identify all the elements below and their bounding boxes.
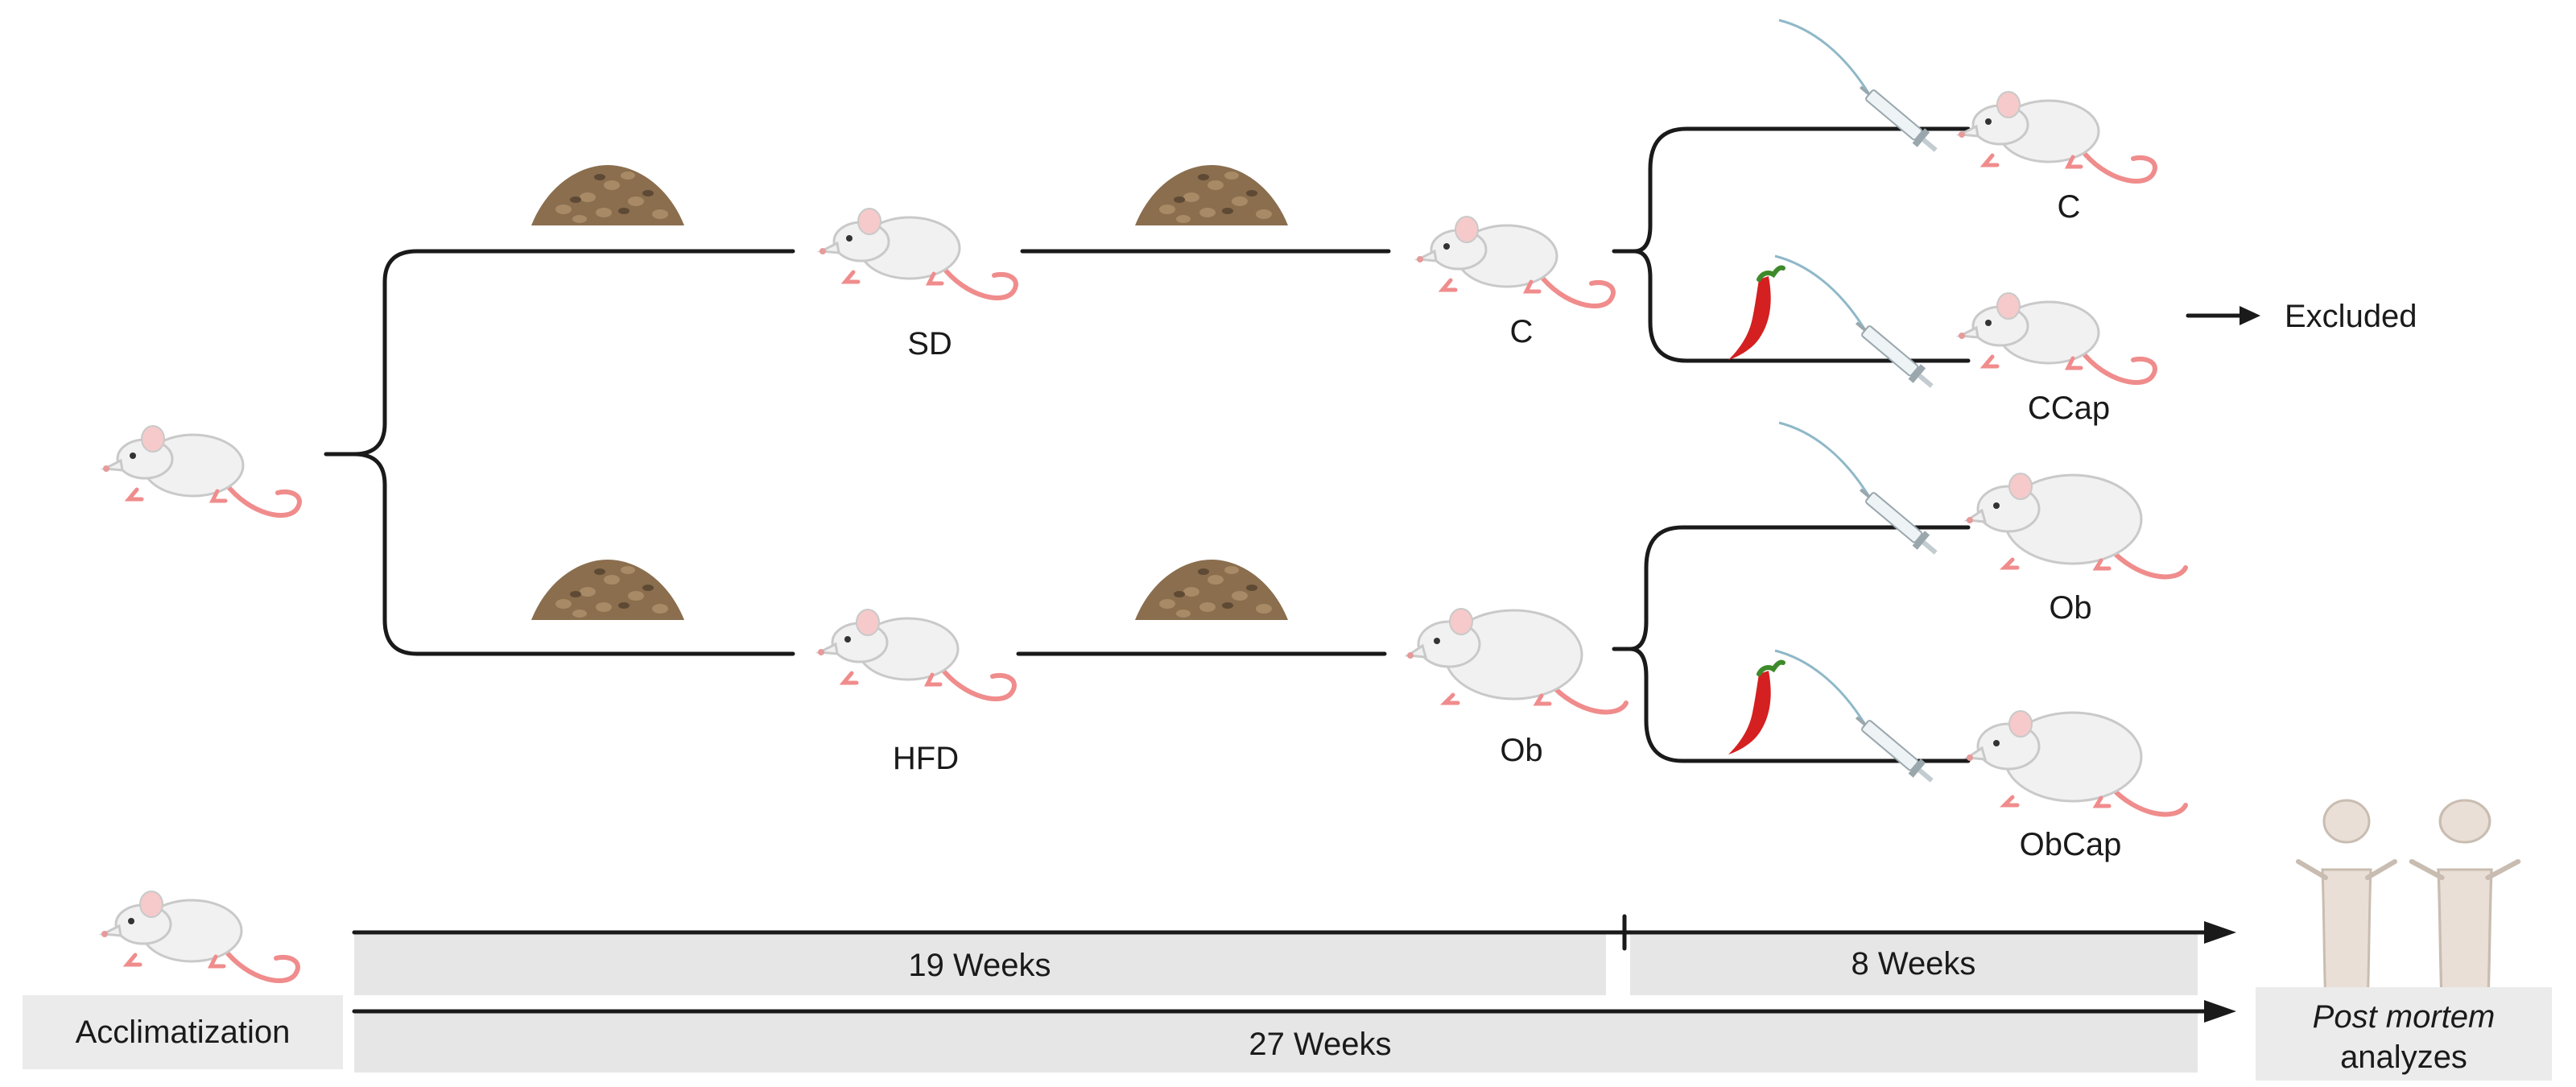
chow-pile-icon	[531, 165, 684, 225]
obese-rat-icon	[1967, 473, 2186, 577]
timeline-arrowhead-bottom	[2204, 1000, 2236, 1023]
post-mortem-label: Post mortem	[2313, 999, 2496, 1035]
label-sd: SD	[907, 326, 952, 362]
timeline-arrowhead-top	[2204, 921, 2236, 944]
label-c-final: C	[2058, 189, 2081, 225]
label-obcap-final: ObCap	[2020, 827, 2122, 862]
bar-8-weeks	[1630, 934, 2198, 995]
chili-pepper-icon	[1728, 267, 1783, 360]
syringe-icon	[1773, 649, 1939, 790]
label-ob-mid: Ob	[1500, 733, 1542, 768]
label-8-weeks: 8 Weeks	[1852, 946, 1976, 982]
post-mortem-italic: Post mortem	[2313, 999, 2496, 1035]
label-c-mid: C	[1510, 314, 1534, 349]
rat-icon	[1959, 92, 2155, 181]
bar-19-weeks	[354, 934, 1606, 995]
bar-27-weeks	[354, 1011, 2198, 1073]
acclimatization-box	[23, 995, 343, 1069]
rat-icon	[1417, 217, 1613, 306]
label-hfd: HFD	[893, 741, 959, 776]
excluded-arrowhead	[2240, 306, 2260, 325]
chili-pepper-icon	[1728, 662, 1783, 754]
rat-icon	[818, 610, 1014, 699]
label-27-weeks: 27 Weeks	[1249, 1027, 1391, 1062]
syringe-icon	[1777, 421, 1943, 562]
label-19-weeks: 19 Weeks	[908, 948, 1051, 983]
rat-icon	[103, 426, 299, 515]
analyzes-label: analyzes	[2340, 1039, 2467, 1075]
chow-pile-icon	[531, 560, 684, 620]
post-mortem-box	[2256, 987, 2552, 1081]
acclimatization-label: Acclimatization	[76, 1015, 291, 1050]
label-ccap-final: CCap	[2028, 391, 2110, 426]
label-excluded: Excluded	[2285, 299, 2417, 334]
syringe-icon	[1777, 19, 1943, 159]
obese-rat-icon	[1407, 609, 1626, 712]
chow-pile-icon	[1135, 560, 1288, 620]
syringe-icon	[1773, 254, 1939, 395]
label-ob-final: Ob	[2049, 590, 2091, 626]
split-bracket-initial	[324, 249, 795, 656]
split-bracket-c	[1612, 126, 1971, 363]
rat-icon	[101, 891, 298, 981]
chow-pile-icon	[1135, 165, 1288, 225]
rat-icon	[819, 209, 1016, 298]
split-bracket-ob	[1612, 525, 1971, 763]
rat-icon	[1959, 293, 2155, 382]
obese-rat-icon	[1967, 711, 2186, 814]
